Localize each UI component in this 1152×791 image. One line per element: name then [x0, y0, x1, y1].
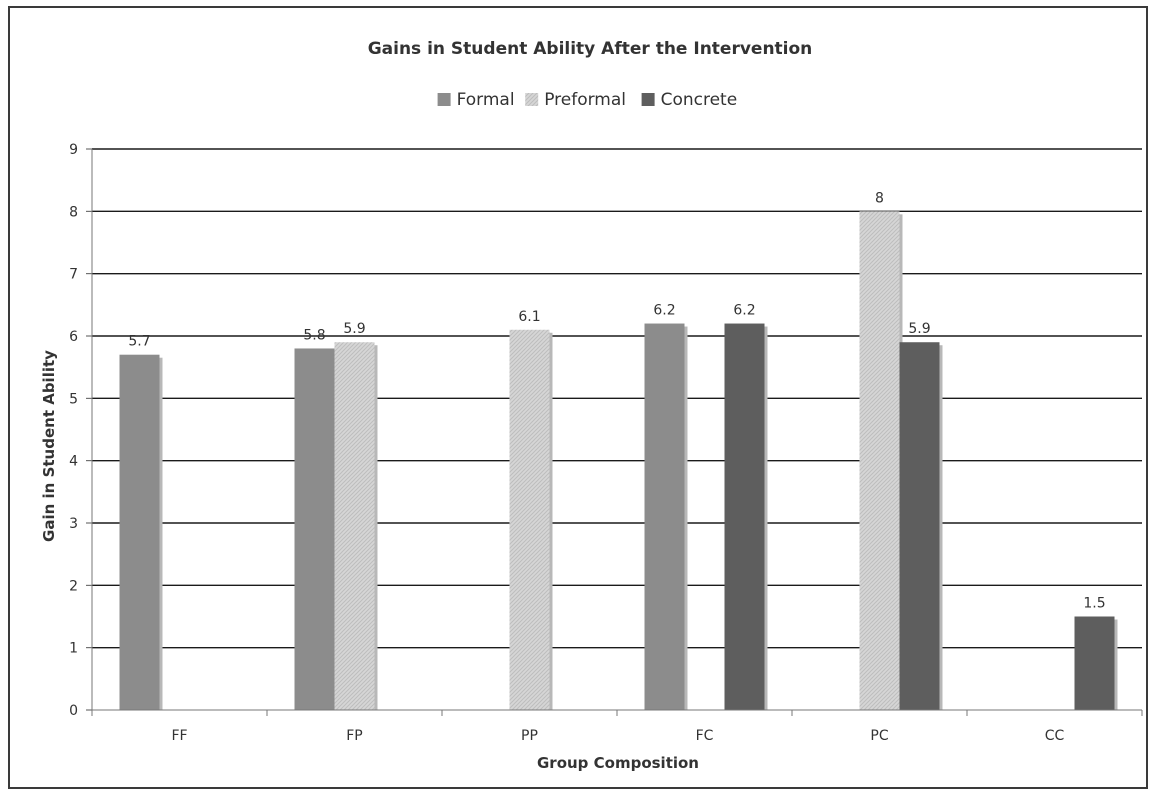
bar-concrete-pc [899, 342, 940, 710]
data-label: 5.7 [128, 334, 150, 350]
x-tick-label: PC [870, 728, 888, 744]
bar-formal-ff [119, 354, 160, 710]
x-axis-ticks: FF FP PP FC PC CC [91, 710, 1143, 744]
y-tick-label: 8 [69, 204, 78, 220]
legend-item-preformal: Preformal [525, 90, 626, 110]
data-label: 5.9 [908, 321, 930, 337]
legend: Formal Preformal Concrete [437, 90, 738, 110]
x-tick-label: FP [346, 728, 363, 744]
bar-preformal-fp [334, 342, 375, 710]
y-tick-label: 0 [69, 703, 78, 719]
legend-swatch [641, 93, 655, 106]
data-label: 1.5 [1083, 596, 1105, 612]
legend-label: Concrete [661, 90, 738, 110]
data-label: 5.8 [303, 327, 325, 343]
bar-preformal-pp [509, 329, 550, 710]
data-label: 6.2 [653, 303, 675, 319]
y-tick-label: 3 [69, 516, 78, 532]
legend-item-formal: Formal [437, 90, 515, 110]
y-tick-label: 4 [69, 454, 78, 470]
bar-formal-fc [644, 323, 685, 710]
x-tick-label: FF [171, 728, 187, 744]
data-label: 8 [875, 190, 884, 206]
y-tick-label: 1 [69, 641, 78, 657]
data-label: 6.1 [518, 309, 540, 325]
chart-title: Gains in Student Ability After the Inter… [368, 39, 813, 59]
y-tick-label: 9 [69, 142, 78, 158]
bar-concrete-fc [724, 323, 765, 710]
bar-formal-fp [294, 348, 335, 710]
gridlines [92, 148, 1142, 649]
y-tick-label: 2 [69, 578, 78, 594]
bars [119, 211, 1118, 711]
y-tick-label: 5 [69, 391, 78, 407]
data-label: 6.2 [733, 303, 755, 319]
x-tick-label: CC [1045, 728, 1065, 744]
data-labels: 5.7 5.8 6.2 5.9 6.1 8 6.2 5.9 1.5 [128, 190, 1105, 611]
bar-preformal-pc [859, 211, 900, 711]
y-axis-ticks: 0 1 2 3 4 5 6 7 8 9 [69, 142, 92, 719]
bar-concrete-cc [1074, 616, 1115, 710]
legend-swatch [437, 93, 451, 106]
y-tick-label: 7 [69, 267, 78, 283]
legend-label: Formal [457, 90, 515, 110]
y-axis-label: Gain in Student Ability [40, 350, 58, 542]
chart-frame: Gains in Student Ability After the Inter… [8, 6, 1148, 789]
legend-swatch [525, 93, 539, 106]
x-tick-label: FC [696, 728, 714, 744]
data-label: 5.9 [343, 321, 365, 337]
x-axis-label: Group Composition [537, 754, 699, 772]
x-tick-label: PP [521, 728, 538, 744]
y-tick-label: 6 [69, 329, 78, 345]
chart: Gains in Student Ability After the Inter… [40, 39, 1143, 772]
legend-label: Preformal [544, 90, 626, 110]
axes [91, 149, 1142, 711]
legend-item-concrete: Concrete [641, 90, 738, 110]
